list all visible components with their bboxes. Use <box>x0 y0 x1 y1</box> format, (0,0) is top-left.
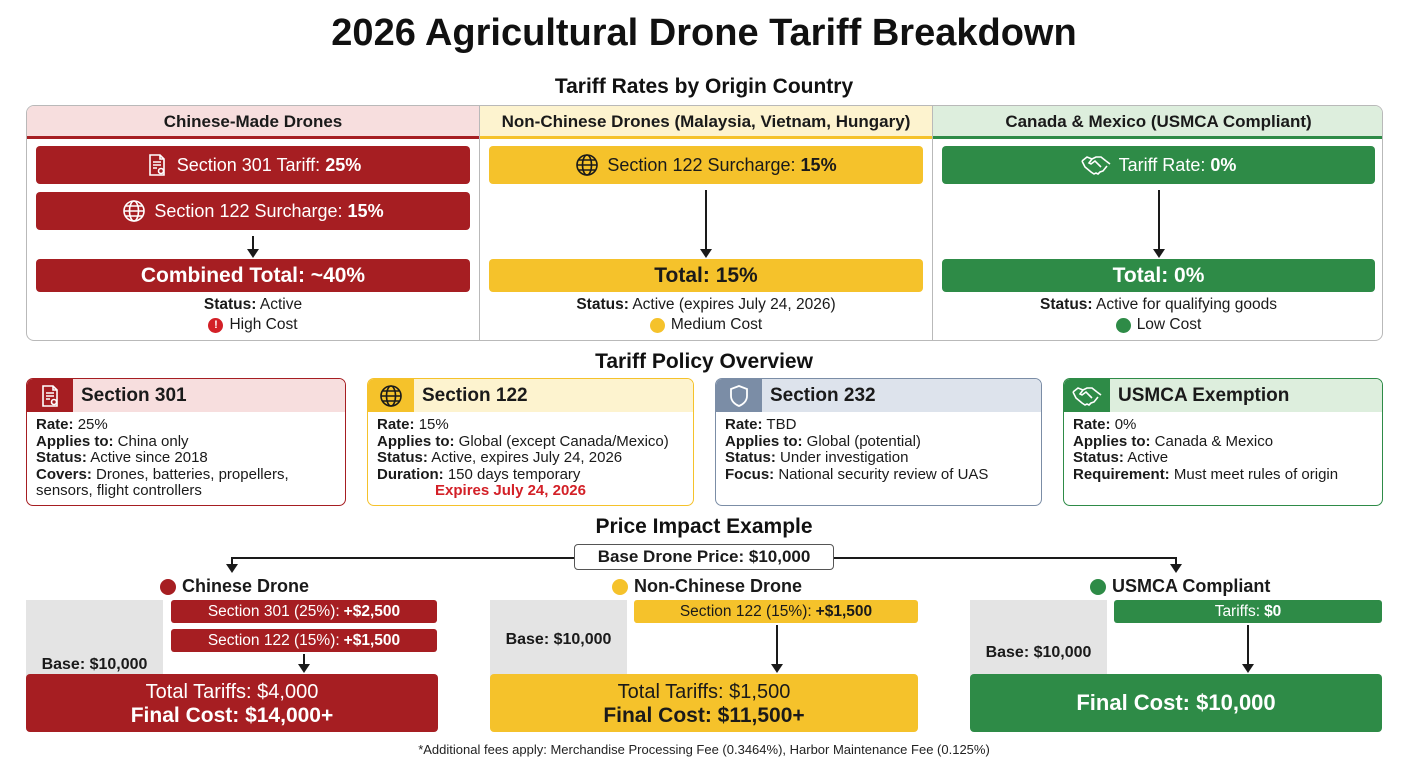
globe-icon <box>122 199 146 223</box>
card-body: Rate: 15% Applies to: Global (except Can… <box>368 412 693 500</box>
flow-arrow <box>700 190 712 258</box>
total-tariffs: Total Tariffs: $1,500 <box>617 681 791 703</box>
final-cost-box: Final Cost: $10,000 <box>970 674 1382 732</box>
status-text: Status: Active (expires July 24, 2026) <box>576 296 836 313</box>
rate-column-usmca: Canada & Mexico (USMCA Compliant) Tariff… <box>932 106 1382 340</box>
fee-section-122: Section 122 (15%): +$1,500 <box>171 629 437 652</box>
column-total: Total: 15% <box>489 259 923 292</box>
green-dot-icon <box>1090 578 1106 595</box>
rate-column-chinese: Chinese-Made Drones Section 301 Tariff: … <box>27 106 479 340</box>
red-dot-icon <box>160 578 176 595</box>
rates-panel: Chinese-Made Drones Section 301 Tariff: … <box>26 105 1383 341</box>
policy-card-section-232: Section 232 Rate: TBD Applies to: Global… <box>715 378 1042 506</box>
document-icon <box>145 153 169 177</box>
policy-card-section-301: Section 301 Rate: 25% Applies to: China … <box>26 378 346 506</box>
impact-heading: Price Impact Example <box>595 515 813 538</box>
card-title: Section 122 <box>422 384 528 406</box>
flow-arrow <box>247 236 259 258</box>
card-body: Rate: 25% Applies to: China only Status:… <box>36 416 289 499</box>
yellow-dot-icon <box>649 317 665 333</box>
connector-line <box>232 557 574 559</box>
globe-icon <box>575 153 599 177</box>
expiry-note: Expires July 24, 2026 <box>435 482 586 499</box>
rate-pill-section-301: Section 301 Tariff: 25% <box>36 146 470 184</box>
column-header: Chinese-Made Drones <box>27 106 479 139</box>
card-header: USMCA Exemption <box>1064 379 1382 412</box>
yellow-dot-icon <box>612 578 628 595</box>
rate-pill-section-122: Section 122 Surcharge: 15% <box>489 146 923 184</box>
card-title: Section 232 <box>770 384 876 406</box>
flow-arrow <box>1242 625 1254 673</box>
policy-card-section-122: Section 122 Rate: 15% Applies to: Global… <box>367 378 694 506</box>
rates-heading: Tariff Rates by Origin Country <box>554 75 854 98</box>
rate-pill-section-122: Section 122 Surcharge: 15% <box>36 192 470 230</box>
base-price-box: Base Drone Price: $10,000 <box>574 544 834 570</box>
policy-card-usmca: USMCA Exemption Rate: 0% Applies to: Can… <box>1063 378 1383 506</box>
total-tariffs: Total Tariffs: $4,000 <box>145 681 319 703</box>
rate-label: Section 122 Surcharge: <box>154 200 343 221</box>
status-text: Status: Active <box>203 296 303 313</box>
final-cost-box: Total Tariffs: $1,500 Final Cost: $11,50… <box>490 674 918 732</box>
rate-label: Section 122 Surcharge: <box>607 154 796 175</box>
column-header: Canada & Mexico (USMCA Compliant) <box>933 106 1382 139</box>
flow-arrow <box>771 625 783 673</box>
green-dot-icon <box>1115 317 1131 333</box>
handshake-icon <box>1080 154 1111 176</box>
impact-title-usmca: USMCA Compliant <box>1090 576 1270 597</box>
flow-arrow <box>1170 557 1182 573</box>
policy-heading: Tariff Policy Overview <box>595 350 813 373</box>
rate-column-non-chinese: Non-Chinese Drones (Malaysia, Vietnam, H… <box>479 106 932 340</box>
impact-title-chinese: Chinese Drone <box>160 576 309 597</box>
flow-arrow <box>1153 190 1165 258</box>
card-body: Rate: 0% Applies to: Canada & Mexico Sta… <box>1073 416 1339 483</box>
cost-indicator: Low Cost <box>933 316 1382 334</box>
rate-value: 15% <box>347 200 384 221</box>
flow-arrow <box>226 557 238 573</box>
card-header: Section 232 <box>716 379 1041 412</box>
rate-pill-usmca: Tariff Rate: 0% <box>942 146 1375 184</box>
cost-indicator: Medium Cost <box>480 316 932 334</box>
card-header: Section 301 <box>27 379 345 412</box>
final-cost: Final Cost: $11,500+ <box>603 704 805 727</box>
column-total: Total: 0% <box>942 259 1375 292</box>
document-icon <box>27 379 73 412</box>
card-title: USMCA Exemption <box>1118 384 1290 406</box>
impact-title-non-chinese: Non-Chinese Drone <box>612 576 802 597</box>
cost-indicator: ! High Cost <box>27 316 479 334</box>
card-header: Section 122 <box>368 379 693 412</box>
fee-usmca: Tariffs: $0 <box>1114 600 1382 623</box>
fee-section-301: Section 301 (25%): +$2,500 <box>171 600 437 623</box>
footnote: *Additional fees apply: Merchandise Proc… <box>418 742 990 757</box>
flow-arrow <box>298 654 310 673</box>
column-header: Non-Chinese Drones (Malaysia, Vietnam, H… <box>480 106 932 139</box>
handshake-icon <box>1064 379 1110 412</box>
base-cost-block: Base: $10,000 <box>490 600 627 680</box>
combined-total: Combined Total: ~40% <box>36 259 470 292</box>
card-title: Section 301 <box>81 384 187 406</box>
fee-section-122: Section 122 (15%): +$1,500 <box>634 600 918 623</box>
globe-icon <box>368 379 414 412</box>
card-body: Rate: TBD Applies to: Global (potential)… <box>725 416 989 483</box>
alert-icon: ! <box>208 317 224 333</box>
shield-icon <box>716 379 762 412</box>
rate-value: 0% <box>1210 154 1237 175</box>
final-cost-box: Total Tariffs: $4,000 Final Cost: $14,00… <box>26 674 438 732</box>
status-text: Status: Active for qualifying goods <box>1040 296 1277 313</box>
page-title: 2026 Agricultural Drone Tariff Breakdown <box>331 12 1077 54</box>
connector-line <box>834 557 1176 559</box>
final-cost: Final Cost: $14,000+ <box>130 704 334 727</box>
rate-label: Section 301 Tariff: <box>176 154 321 175</box>
rate-value: 15% <box>800 154 837 175</box>
rate-label: Tariff Rate: <box>1118 154 1206 175</box>
rate-value: 25% <box>325 154 362 175</box>
